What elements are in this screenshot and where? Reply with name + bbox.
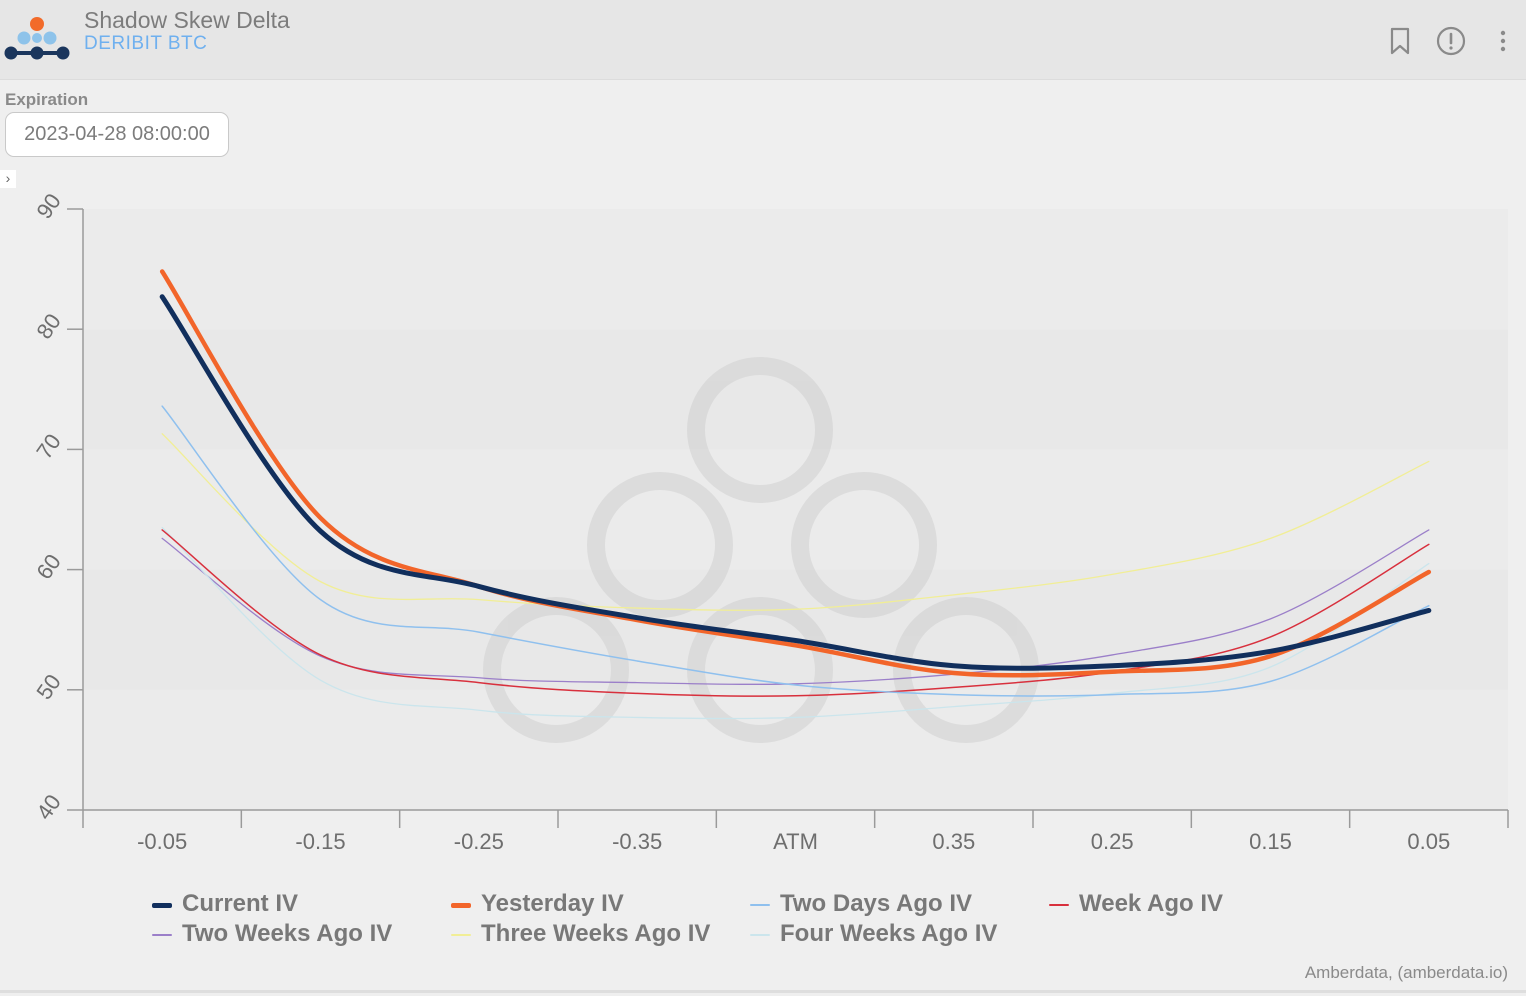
legend-swatch bbox=[451, 903, 471, 908]
expiration-label: Expiration bbox=[5, 90, 89, 109]
grid-band bbox=[83, 569, 1508, 690]
legend-swatch bbox=[152, 934, 172, 936]
x-tick-label: 0.35 bbox=[932, 829, 975, 854]
info-icon[interactable] bbox=[1436, 26, 1466, 56]
x-tick-label: 0.15 bbox=[1249, 829, 1292, 854]
grid-band bbox=[83, 689, 1508, 810]
grid-band bbox=[83, 209, 1508, 330]
series-line-yesterday-iv bbox=[159, 269, 1432, 678]
expiration-select[interactable]: 2023-04-28 08:00:00 bbox=[5, 112, 229, 157]
exchange-subtitle: DERIBIT BTC bbox=[84, 33, 208, 54]
skew-chart: 40 50 60 70 80 90 -0.05 -0.15 -0.25 -0.35 ATM 0.35 0… bbox=[31, 190, 1509, 854]
bookmark-icon[interactable] bbox=[1385, 26, 1415, 56]
legend-label: Three Weeks Ago IV bbox=[481, 920, 711, 947]
more-icon[interactable] bbox=[1488, 26, 1518, 56]
x-tick-label: -0.35 bbox=[612, 829, 662, 854]
series-line-three-weeks-ago-iv bbox=[161, 433, 1430, 611]
legend-label: Four Weeks Ago IV bbox=[780, 920, 998, 947]
series-line-four-weeks-ago-iv bbox=[161, 526, 1430, 720]
credit-text: Amberdata, (amberdata.io) bbox=[1304, 963, 1508, 982]
legend-swatch bbox=[152, 903, 172, 908]
legend-label: Two Days Ago IV bbox=[780, 890, 973, 917]
legend-swatch bbox=[451, 934, 471, 936]
legend-label: Week Ago IV bbox=[1079, 890, 1224, 917]
legend-swatch bbox=[750, 934, 770, 936]
x-tick-label: -0.15 bbox=[295, 829, 345, 854]
chart-header: Shadow Skew Delta DERIBIT BTC bbox=[0, 0, 1526, 80]
chart-axes: 40 50 60 70 80 90 -0.05 -0.15 -0.25 -0.35 ATM 0.35 0… bbox=[31, 190, 1509, 854]
chart-title: Shadow Skew Delta bbox=[84, 7, 290, 33]
legend-label: Two Weeks Ago IV bbox=[182, 920, 393, 947]
series-line-two-days-ago-iv bbox=[161, 405, 1430, 697]
chart-legend: Current IV Yesterday IV Two Days Ago IV Wee… bbox=[0, 890, 1526, 960]
y-tick-label: 80 bbox=[31, 309, 66, 343]
x-tick-label: 0.25 bbox=[1091, 829, 1134, 854]
y-tick-label: 50 bbox=[31, 670, 66, 704]
logo-dot-top bbox=[30, 17, 44, 31]
series-lines bbox=[159, 269, 1432, 720]
y-tick-label: 90 bbox=[31, 190, 66, 223]
amberdata-logo bbox=[4, 17, 70, 60]
y-tick-label: 70 bbox=[31, 429, 66, 463]
y-tick-label: 60 bbox=[31, 549, 66, 583]
bottom-divider bbox=[0, 990, 1526, 993]
y-tick-label: 40 bbox=[31, 790, 66, 824]
x-tick-label: 0.05 bbox=[1407, 829, 1450, 854]
legend-swatch bbox=[750, 904, 770, 906]
legend-label: Yesterday IV bbox=[481, 890, 624, 917]
x-tick-label: -0.25 bbox=[454, 829, 504, 854]
grid-band bbox=[83, 329, 1508, 450]
series-line-current-iv bbox=[159, 294, 1432, 671]
chevron-right-icon[interactable]: › bbox=[0, 170, 16, 188]
x-tick-label: ATM bbox=[773, 829, 818, 854]
x-tick-label: -0.05 bbox=[137, 829, 187, 854]
legend-swatch bbox=[1049, 904, 1069, 906]
legend-label: Current IV bbox=[182, 890, 299, 917]
series-line-week-ago-iv bbox=[161, 529, 1430, 697]
